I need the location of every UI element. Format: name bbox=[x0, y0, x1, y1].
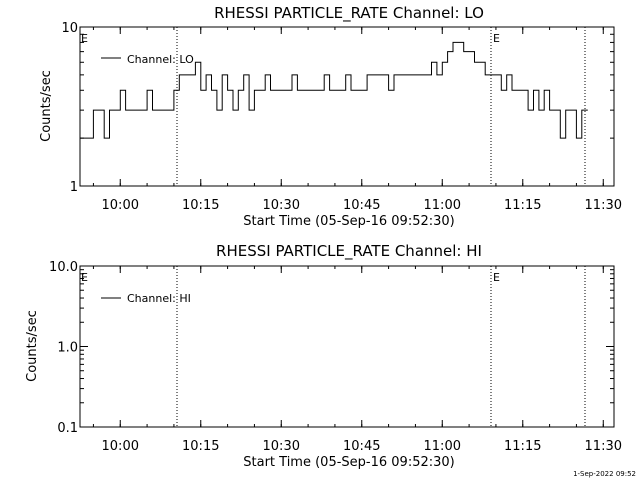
x-tick-label: 11:30 bbox=[585, 439, 622, 454]
y-axis-label: Counts/sec bbox=[25, 310, 40, 382]
x-axis-label: Start Time (05-Sep-16 09:52:30) bbox=[243, 214, 454, 229]
x-axis: 10:00 10:15 10:30 10:45 11:00 11:15 11:30 bbox=[92, 266, 622, 454]
y-tick-label: 10 bbox=[61, 21, 78, 36]
x-tick-label: 10:15 bbox=[182, 439, 219, 454]
plot-frame bbox=[79, 265, 615, 428]
x-axis-label: Start Time (05-Sep-16 09:52:30) bbox=[243, 455, 454, 470]
x-tick-label: 11:30 bbox=[585, 198, 622, 213]
y-tick-label: 0.1 bbox=[57, 421, 78, 436]
x-tick-label: 10:45 bbox=[343, 439, 380, 454]
legend-label: Channel: LO bbox=[127, 53, 194, 66]
x-tick-label: 11:00 bbox=[424, 198, 461, 213]
x-tick-label: 11:00 bbox=[424, 439, 461, 454]
legend-label: Channel: HI bbox=[127, 292, 191, 305]
event-label: E bbox=[81, 271, 88, 284]
x-tick-label: 11:15 bbox=[504, 439, 541, 454]
series-line bbox=[80, 41, 588, 139]
x-tick-label: 10:45 bbox=[343, 198, 380, 213]
x-tick-label: 11:15 bbox=[504, 198, 541, 213]
chart-title: RHESSI PARTICLE_RATE Channel: LO bbox=[214, 4, 484, 23]
x-tick-label: 10:15 bbox=[182, 198, 219, 213]
x-tick-label: 10:00 bbox=[102, 439, 139, 454]
x-tick-label: 10:30 bbox=[263, 198, 300, 213]
panel-hi: RHESSI PARTICLE_RATE Channel: HI 10:00 10… bbox=[25, 242, 622, 470]
event-label: E bbox=[493, 32, 500, 45]
x-axis: 10:00 10:15 10:30 10:45 11:00 11:15 11:30 bbox=[92, 27, 622, 213]
panel-lo: RHESSI PARTICLE_RATE Channel: LO 10:00 10… bbox=[39, 4, 622, 229]
y-tick-label: 10.0 bbox=[49, 260, 78, 275]
y-axis-label: Counts/sec bbox=[39, 70, 54, 142]
x-tick-label: 10:00 bbox=[102, 198, 139, 213]
plot-frame bbox=[79, 26, 615, 187]
chart-title: RHESSI PARTICLE_RATE Channel: HI bbox=[216, 242, 482, 261]
y-axis: 1 10 bbox=[61, 21, 614, 195]
event-label: E bbox=[81, 32, 88, 45]
x-tick-label: 10:30 bbox=[263, 439, 300, 454]
y-axis: 0.1 1.0 10.0 bbox=[49, 260, 614, 436]
event-label: E bbox=[493, 271, 500, 284]
y-tick-label: 1 bbox=[70, 180, 78, 195]
y-tick-label: 1.0 bbox=[57, 341, 78, 356]
footer-timestamp: 1-Sep-2022 09:52 bbox=[573, 470, 636, 478]
